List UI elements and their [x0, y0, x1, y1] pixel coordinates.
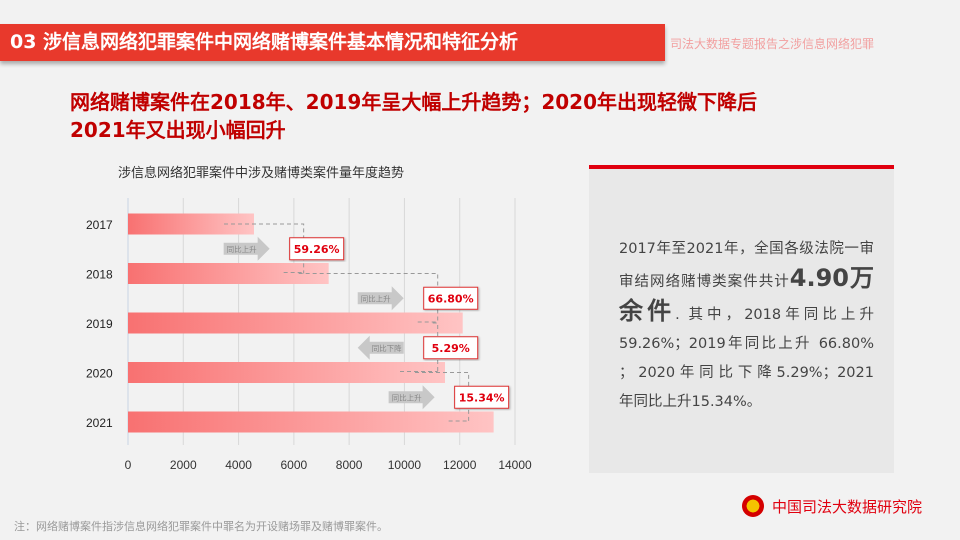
bar-2017	[128, 213, 254, 235]
footnote: 注：网络赌博案件指涉信息网络犯罪案件中罪名为开设赌场罪及赌博罪案件。	[14, 520, 388, 533]
x-tick-label: 10000	[388, 458, 422, 472]
yoy-label: 同比上升	[361, 293, 391, 303]
yoy-badge	[423, 286, 479, 310]
x-tick-label: 12000	[443, 458, 477, 472]
summary-text: 2017年至2021年，全国各级法院一审审结网络赌博类案件共计4.90万余件. …	[619, 235, 874, 417]
x-tick-label: 0	[125, 458, 132, 472]
headline-line1: 网络赌博案件在2018年、2019年呈大幅上升趋势；2020年出现轻微下降后	[70, 90, 757, 114]
yoy-badge	[289, 237, 345, 261]
headline: 网络赌博案件在2018年、2019年呈大幅上升趋势；2020年出现轻微下降后 20…	[70, 88, 930, 144]
bar-2018	[128, 263, 329, 284]
arrow-right-icon	[223, 236, 270, 261]
summary-text-1: 2017年至2021年，全国各级法院一审审结网络赌博类案件共计	[619, 241, 874, 290]
arrow-right-icon	[357, 286, 404, 311]
headline-line2: 2021年又出现小幅回升	[70, 118, 286, 142]
y-tick-label: 2021	[86, 416, 113, 430]
x-tick-label: 14000	[498, 458, 532, 472]
x-tick-label: 2000	[170, 458, 197, 472]
arrow-left-icon	[357, 335, 404, 360]
summary-text-2: . 其中，2018年同比上升59.26%；2019年同比上升 66.80% ； …	[619, 307, 875, 410]
yoy-value: 66.80%	[428, 292, 474, 305]
institute-logo: 中国司法大数据研究院	[742, 495, 922, 517]
connector-line	[298, 273, 439, 323]
logo-text: 中国司法大数据研究院	[772, 497, 923, 516]
yoy-badge	[423, 336, 479, 360]
y-tick-label: 2020	[86, 367, 113, 381]
bar-2021	[128, 411, 494, 433]
yoy-label: 同比上升	[227, 244, 257, 254]
total-cases: 4.90万余件	[619, 264, 875, 325]
chart-title: 涉信息网络犯罪案件中涉及赌博类案件量年度趋势	[118, 166, 405, 181]
y-tick-label: 2018	[86, 268, 113, 282]
bar-2019	[128, 312, 463, 334]
x-tick-label: 4000	[225, 458, 252, 472]
x-tick-label: 6000	[281, 458, 308, 472]
bar-2020	[128, 362, 446, 383]
yoy-label: 同比下降	[372, 343, 402, 353]
emblem-icon	[742, 495, 764, 517]
summary-panel: 2017年至2021年，全国各级法院一审审结网络赌博类案件共计4.90万余件. …	[589, 165, 894, 473]
yoy-label: 同比上升	[392, 392, 422, 402]
y-tick-label: 2019	[86, 317, 113, 331]
yoy-value: 15.34%	[459, 391, 505, 404]
section-header: 03 涉信息网络犯罪案件中网络赌博案件基本情况和特征分析	[0, 24, 665, 61]
yoy-value: 59.26%	[294, 243, 340, 256]
x-tick-label: 8000	[336, 458, 363, 472]
yoy-value: 5.29%	[432, 342, 470, 355]
arrow-right-icon	[388, 385, 435, 410]
yoy-badge	[454, 385, 510, 409]
report-subtitle: 司法大数据专题报告之涉信息网络犯罪	[670, 37, 875, 51]
y-tick-label: 2017	[86, 218, 113, 232]
